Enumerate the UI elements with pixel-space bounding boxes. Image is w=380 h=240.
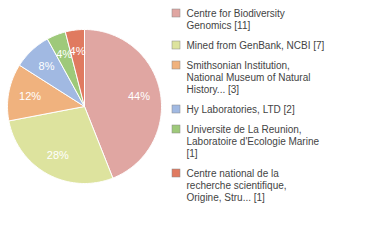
svg-text:Smithsonian Institution,Nation: Smithsonian Institution,National Museum … xyxy=(187,60,311,95)
svg-text:Mined from GenBank, NCBI [7]: Mined from GenBank, NCBI [7] xyxy=(187,40,325,51)
svg-text:12%: 12% xyxy=(19,90,41,102)
svg-text:Hy Laboratories, LTD [2]: Hy Laboratories, LTD [2] xyxy=(187,104,295,115)
svg-text:4%: 4% xyxy=(56,48,72,61)
svg-text:4%: 4% xyxy=(70,45,86,57)
svg-text:Centre national de larecherche: Centre national de larecherche scientifi… xyxy=(187,168,287,203)
svg-text:Centre for BiodiversityGenomic: Centre for BiodiversityGenomics [11] xyxy=(187,8,285,31)
svg-text:28%: 28% xyxy=(47,149,69,161)
svg-text:44%: 44% xyxy=(128,90,150,102)
svg-text:8%: 8% xyxy=(39,60,55,72)
svg-text:Universite de La Reunion,Labor: Universite de La Reunion,Laboratoire d'E… xyxy=(187,124,320,159)
